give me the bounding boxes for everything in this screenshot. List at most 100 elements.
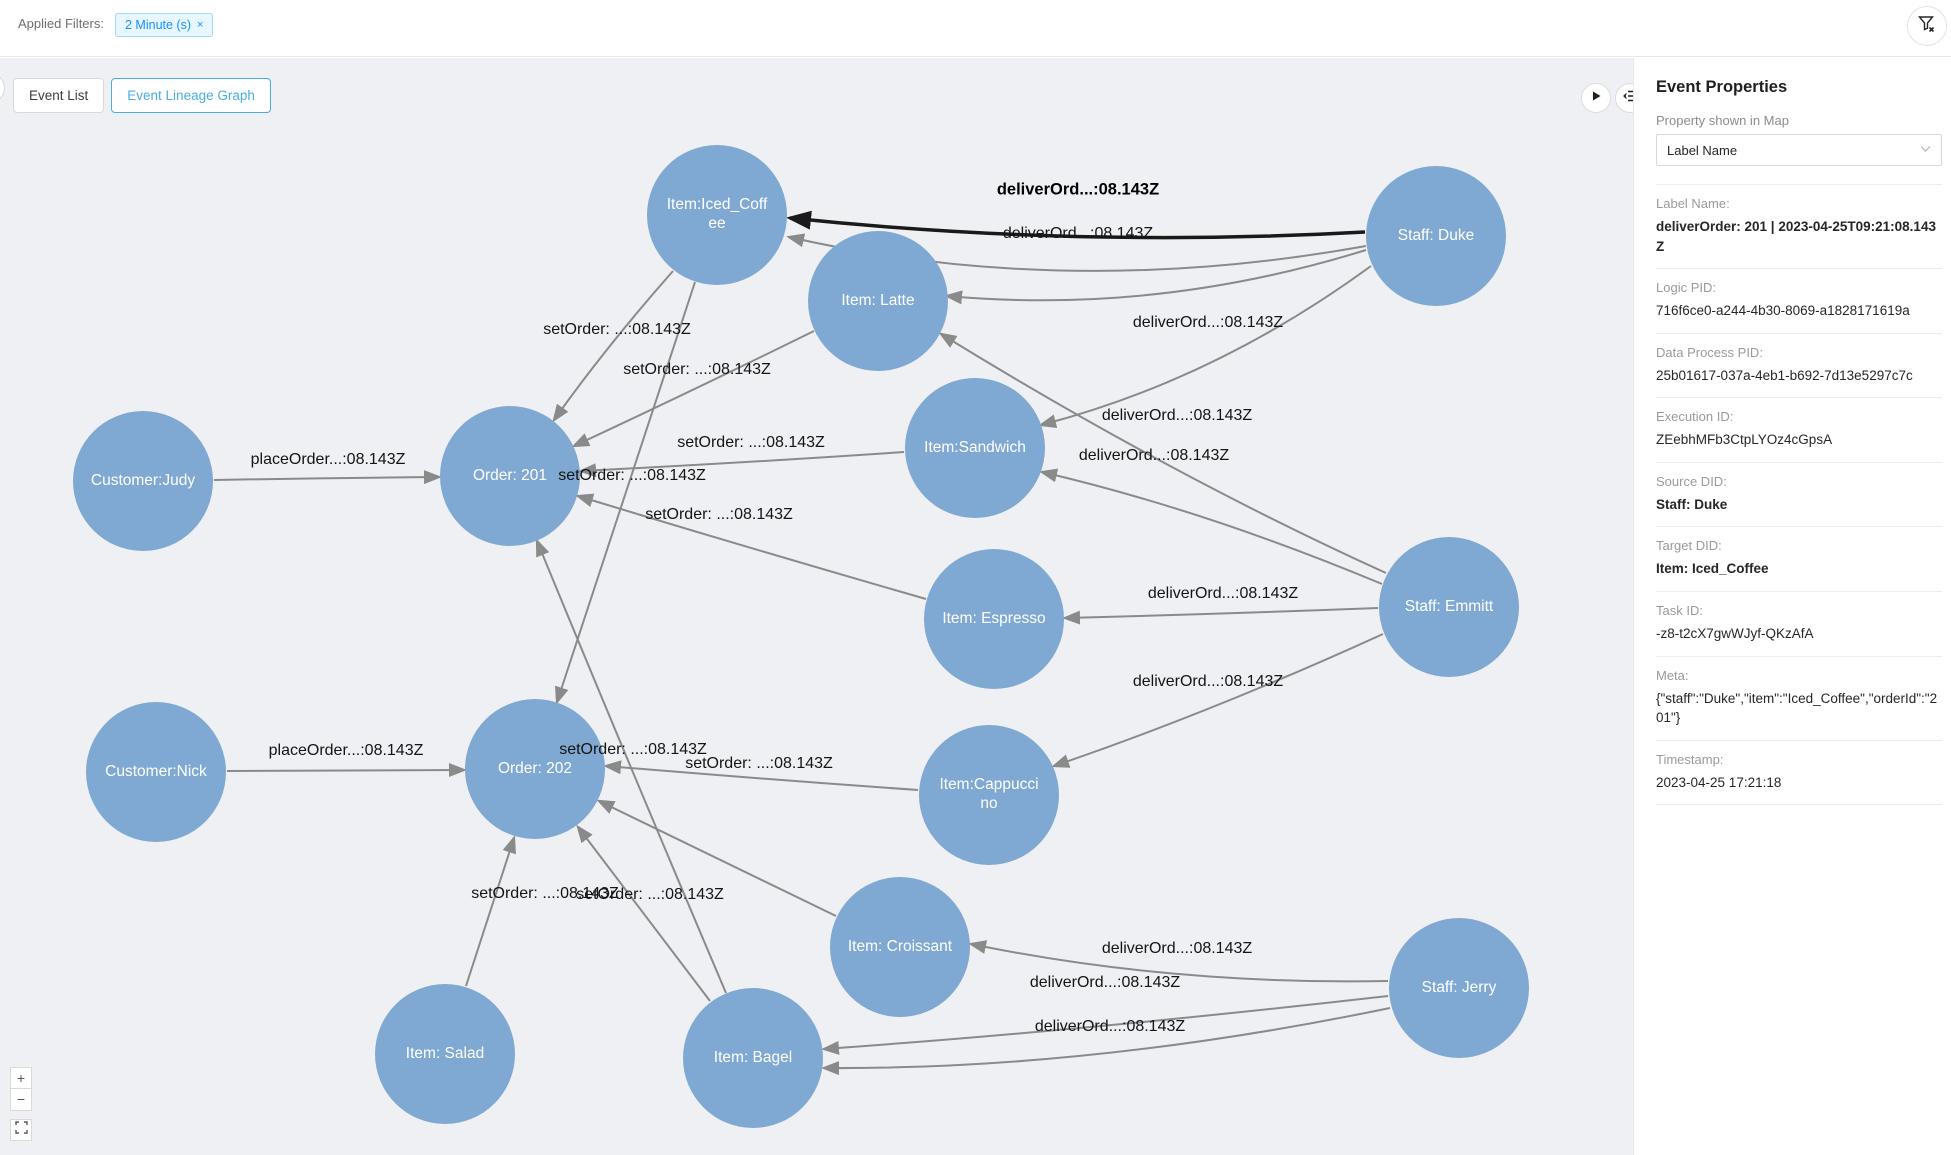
- clear-filters-button[interactable]: [1907, 6, 1947, 46]
- graph-edge[interactable]: [552, 270, 674, 423]
- filter-chip[interactable]: 2 Minute (s) ×: [115, 13, 214, 37]
- field-value: 716f6ce0-a244-4b30-8069-a1828171619a: [1656, 303, 1910, 319]
- graph-edge[interactable]: [576, 824, 711, 1002]
- panel-title: Event Properties: [1656, 78, 1788, 96]
- property-field: Label Name: deliverOrder: 201 | 2023-04-2…: [1656, 185, 1942, 270]
- field-value: 25b01617-037a-4eb1-b692-7d13e5297c7c: [1656, 367, 1913, 383]
- graph-node-espresso[interactable]: Item: Espresso: [924, 549, 1064, 689]
- field-value: {"staff":"Duke","item":"Iced_Coffee","or…: [1656, 690, 1938, 726]
- field-label: Task ID:: [1656, 602, 1703, 618]
- property-field: Task ID: -z8-t2cX7gwWJyf-QKzAfA: [1656, 592, 1942, 657]
- chip-close-icon[interactable]: ×: [197, 19, 204, 31]
- graph-node-bagel[interactable]: Item: Bagel: [683, 988, 823, 1128]
- graph-edge[interactable]: [944, 249, 1367, 305]
- node-label: Order: 202: [497, 759, 573, 777]
- fullscreen-icon: [14, 1121, 28, 1139]
- fullscreen-button[interactable]: [10, 1119, 32, 1141]
- graph-node-iced-coffee[interactable]: Item:Iced_Coff ee: [647, 145, 787, 285]
- graph-edge[interactable]: [535, 538, 727, 994]
- property-field: Timestamp: 2023-04-25 17:21:18: [1656, 741, 1942, 806]
- graph-edge[interactable]: [821, 995, 1389, 1055]
- field-label: Execution ID:: [1656, 409, 1734, 425]
- graph-edge[interactable]: [821, 1007, 1391, 1076]
- field-label: Target DID:: [1656, 538, 1722, 554]
- graph-edge[interactable]: [603, 760, 919, 791]
- graph-edge[interactable]: [1038, 265, 1372, 429]
- zoom-in-button[interactable]: +: [10, 1067, 32, 1089]
- graph-edge[interactable]: [555, 281, 696, 705]
- node-label: Staff: Duke: [1397, 226, 1475, 244]
- graph-node-nick[interactable]: Customer:Nick: [86, 702, 226, 842]
- graph-edge-selected[interactable]: [786, 210, 1366, 240]
- property-shown-label: Property shown in Map: [1656, 113, 1789, 128]
- node-label: Item: Latte: [841, 291, 915, 309]
- field-label: Timestamp:: [1656, 751, 1724, 767]
- top-filter-bar: Applied Filters: 2 Minute (s) ×: [0, 0, 1951, 57]
- graph-edge[interactable]: [968, 940, 1389, 983]
- play-icon: [1590, 89, 1602, 107]
- play-button[interactable]: [1581, 83, 1611, 113]
- property-field: Target DID: Item: Iced_Coffee: [1656, 527, 1942, 592]
- filter-chip-label: 2 Minute (s): [125, 18, 191, 32]
- tab-event-list[interactable]: Event List: [13, 78, 105, 113]
- graph-node-emmitt[interactable]: Staff: Emmitt: [1379, 537, 1519, 677]
- zoom-out-button[interactable]: −: [10, 1089, 32, 1111]
- field-value: 2023-04-25 17:21:18: [1656, 774, 1782, 790]
- graph-edge[interactable]: [1051, 633, 1384, 768]
- graph-node-order-202[interactable]: Order: 202: [465, 699, 605, 839]
- graph-edge[interactable]: [578, 451, 905, 478]
- node-label: Customer:Nick: [105, 762, 207, 780]
- graph-edge[interactable]: [938, 332, 1387, 574]
- graph-edge[interactable]: [465, 835, 516, 987]
- node-label: Item: Espresso: [942, 609, 1046, 627]
- field-value: Item: Iced_Coffee: [1656, 561, 1769, 577]
- property-field: Logic PID: 716f6ce0-a244-4b30-8069-a18281…: [1656, 269, 1942, 334]
- edges-layer: [213, 210, 1391, 1076]
- graph-edge[interactable]: [1039, 468, 1383, 585]
- graph-node-cappuccino[interactable]: Item:Cappucci no: [919, 725, 1059, 865]
- field-value: -z8-t2cX7gwWJyf-QKzAfA: [1656, 625, 1814, 641]
- property-fields: Label Name: deliverOrder: 201 | 2023-04-2…: [1656, 184, 1942, 806]
- graph-node-jerry[interactable]: Staff: Jerry: [1389, 918, 1529, 1058]
- node-label: Item: Bagel: [713, 1048, 793, 1066]
- collapse-panel-button[interactable]: [1615, 83, 1633, 113]
- property-field: Meta: {"staff":"Duke","item":"Iced_Coffee…: [1656, 657, 1942, 741]
- graph-node-order-201[interactable]: Order: 201: [440, 406, 580, 546]
- node-label: Item: Croissant: [847, 937, 953, 955]
- graph-node-latte[interactable]: Item: Latte: [808, 231, 948, 371]
- field-value: ZEebhMFb3CtpLYOz4cGpsA: [1656, 432, 1833, 448]
- node-label: Item:Cappucci no: [939, 776, 1039, 812]
- field-label: Logic PID:: [1656, 280, 1716, 296]
- node-label: Staff: Jerry: [1421, 978, 1497, 996]
- node-label: Customer:Judy: [90, 471, 196, 489]
- field-label: Source DID:: [1656, 473, 1727, 489]
- graph-edge[interactable]: [575, 493, 927, 600]
- node-label: Item:Sandwich: [924, 438, 1026, 456]
- property-field: Execution ID: ZEebhMFb3CtpLYOz4cGpsA: [1656, 398, 1942, 463]
- node-label: Order: 201: [472, 466, 548, 484]
- graph-edge[interactable]: [571, 330, 815, 448]
- graph-edge[interactable]: [1062, 607, 1379, 625]
- property-select[interactable]: Label Name: [1656, 134, 1942, 166]
- field-value: Staff: Duke: [1656, 496, 1728, 512]
- menu-unfold-icon: [1622, 88, 1633, 109]
- graph-node-croissant[interactable]: Item: Croissant: [830, 877, 970, 1017]
- node-label: Item:Iced_Coff ee: [666, 196, 768, 232]
- field-label: Meta:: [1656, 667, 1689, 683]
- graph-node-sandwich[interactable]: Item:Sandwich: [905, 378, 1045, 518]
- tab-event-lineage-graph[interactable]: Event Lineage Graph: [111, 78, 271, 113]
- graph-edge[interactable]: [213, 470, 442, 485]
- graph-edge[interactable]: [226, 763, 467, 778]
- graph-canvas[interactable]: Item:Iced_Coff ee Item: Latte Staff: Duke Cu…: [0, 58, 1633, 1155]
- graph-node-judy[interactable]: Customer:Judy: [73, 411, 213, 551]
- graph-edge[interactable]: [596, 799, 837, 917]
- graph-node-salad[interactable]: Item: Salad: [375, 984, 515, 1124]
- filter-x-icon: [1917, 14, 1937, 39]
- graph-node-duke[interactable]: Staff: Duke: [1366, 166, 1506, 306]
- chevron-down-icon: [1920, 144, 1931, 156]
- zoom-controls: + −: [10, 1067, 32, 1141]
- field-value: deliverOrder: 201 | 2023-04-25T09:21:08.…: [1656, 219, 1936, 254]
- property-select-value: Label Name: [1667, 142, 1738, 158]
- event-properties-panel: Event Properties Property shown in Map L…: [1633, 58, 1951, 1155]
- applied-filters-label: Applied Filters:: [18, 16, 104, 31]
